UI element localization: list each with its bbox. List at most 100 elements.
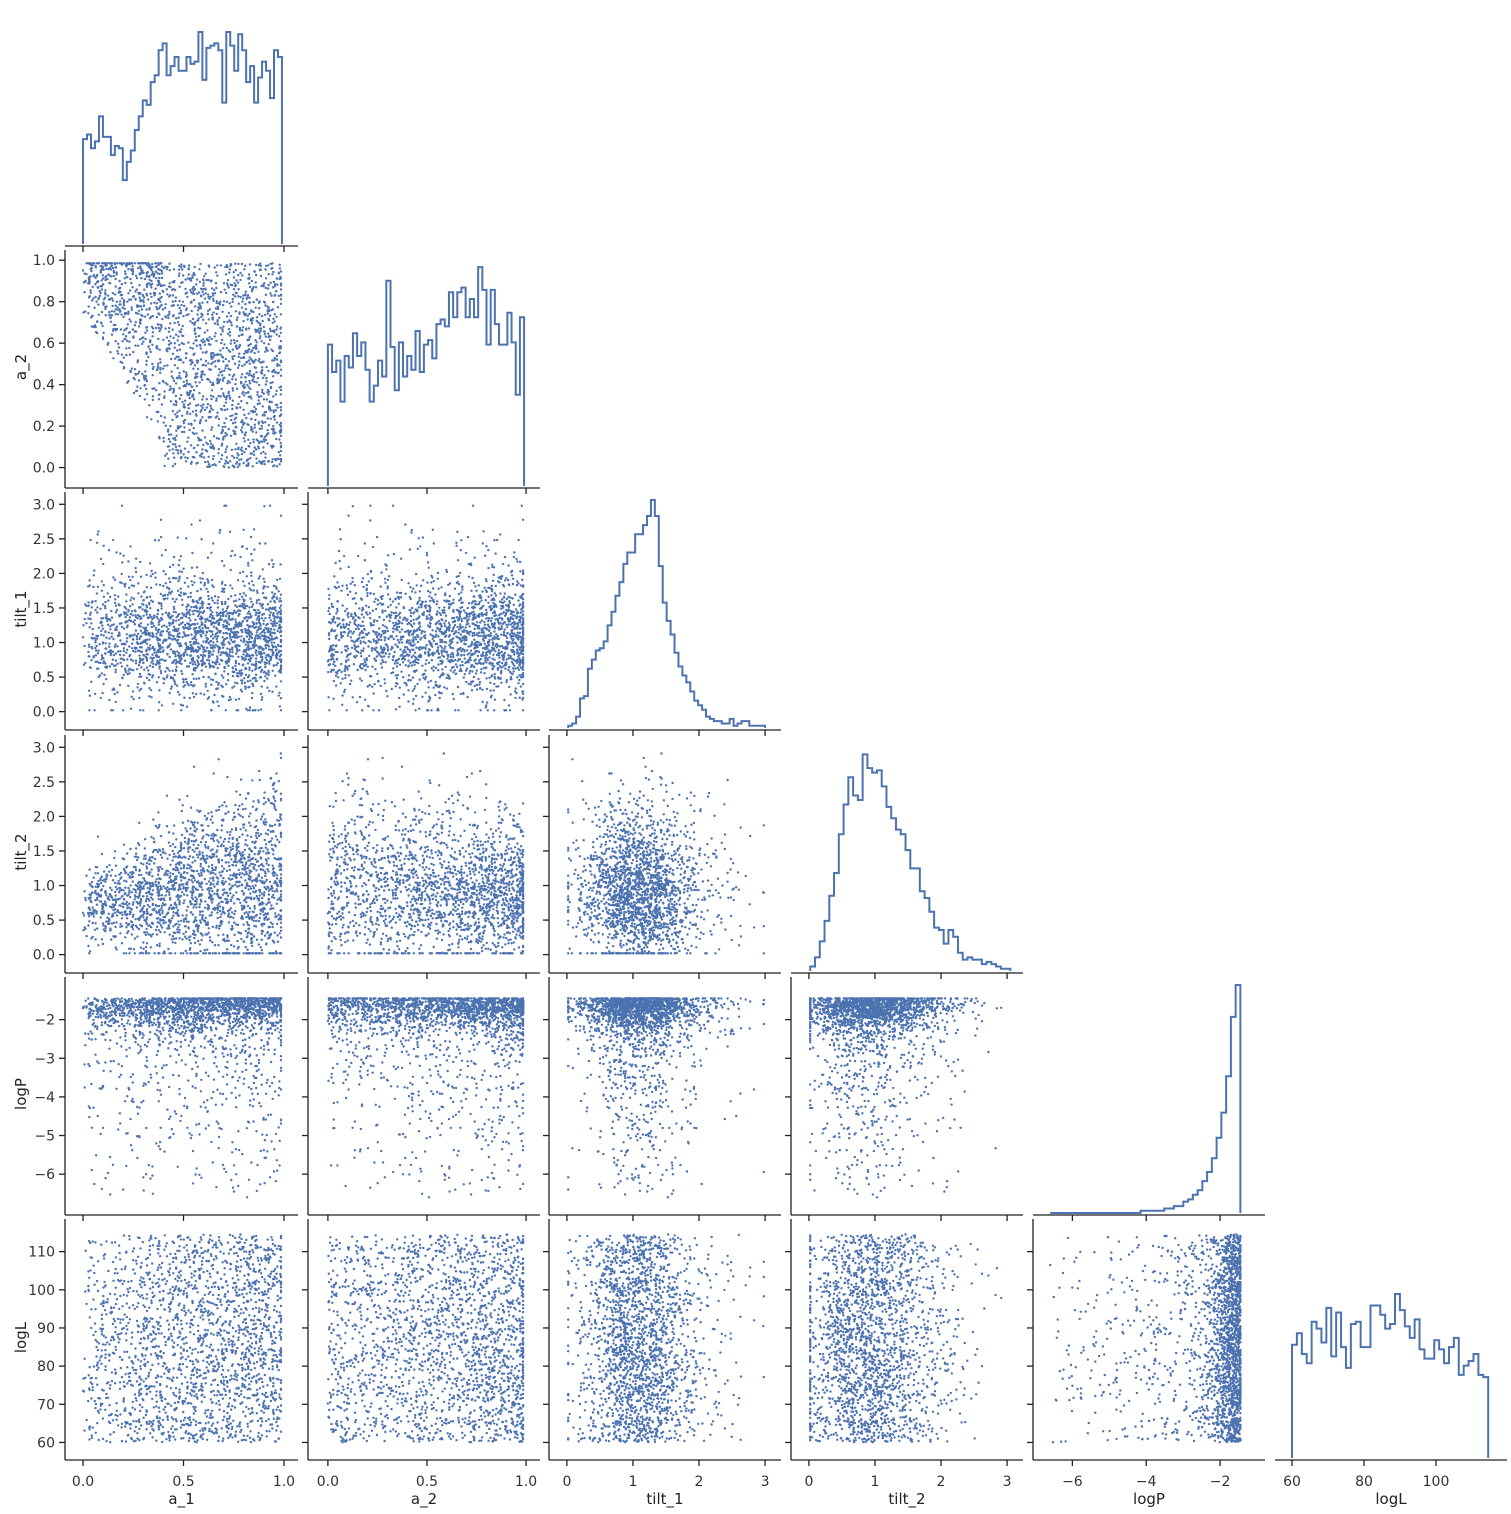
scatter-point [152,374,154,376]
scatter-point [204,344,206,346]
scatter-point [156,347,158,349]
scatter-point [280,435,282,437]
scatter-point [204,288,206,290]
scatter-point [236,319,238,321]
scatter-point [280,313,282,315]
scatter-point [253,301,255,303]
scatter-point [267,429,269,431]
scatter-point [133,392,135,394]
scatter-point [256,299,258,301]
scatter-point [154,292,156,294]
scatter-point [276,421,278,423]
scatter-point [158,398,160,400]
scatter-point [249,286,251,288]
scatter-point [198,439,200,441]
scatter-point [252,438,254,440]
scatter-point [237,263,239,265]
scatter-point [241,431,243,433]
scatter-point [118,280,120,282]
scatter-point [186,296,188,298]
scatter-point [182,274,184,276]
scatter-point [275,393,277,395]
scatter-point [204,297,206,299]
scatter-point [269,282,271,284]
scatter-point [243,462,245,464]
y-tick-label: 0.8 [33,295,55,311]
scatter-point [121,283,123,285]
scatter-point [212,455,214,457]
scatter-point [280,406,282,408]
scatter-point [264,268,266,270]
scatter-point [91,299,93,301]
scatter-point [193,447,195,449]
scatter-point [108,311,110,313]
scatter-point [177,304,179,306]
scatter-point [130,282,132,284]
scatter-point [123,304,125,306]
scatter-point [248,380,250,382]
scatter-point [263,342,265,344]
scatter-point [84,310,86,312]
scatter-point [198,291,200,293]
scatter-point [260,452,262,454]
scatter-point [230,419,232,421]
scatter-point [194,332,196,334]
scatter-point [210,296,212,298]
scatter-point [222,304,224,306]
scatter-point [96,332,98,334]
scatter-point [264,333,266,335]
scatter-point [242,333,244,335]
scatter-point [175,317,177,319]
scatter-point [164,315,166,317]
scatter-point [155,327,157,329]
histogram-a_1 [83,32,282,244]
scatter-point [269,314,271,316]
scatter-point [265,265,267,267]
scatter-point [160,326,162,328]
scatter-point [207,461,209,463]
scatter-point [224,289,226,291]
scatter-point [274,313,276,315]
scatter-point [147,298,149,300]
scatter-point [188,277,190,279]
scatter-point [219,327,221,329]
scatter-point [141,343,143,345]
scatter-point [239,406,241,408]
scatter-point [168,434,170,436]
scatter-point [202,338,204,340]
scatter-point [171,419,173,421]
scatter-point [258,384,260,386]
scatter-point [268,273,270,275]
scatter-point [177,321,179,323]
scatter-point [226,382,228,384]
scatter-point [231,455,233,457]
scatter-point [260,275,262,277]
scatter-point [180,449,182,451]
scatter-point [89,268,91,270]
scatter-point [240,458,242,460]
scatter-point [263,393,265,395]
scatter-point [180,263,182,265]
scatter-point [211,287,213,289]
scatter-point [215,271,217,273]
scatter-point [242,326,244,328]
scatter-point [188,264,190,266]
scatter-point [261,425,263,427]
scatter-point [228,466,230,468]
scatter-point [262,405,264,407]
scatter-point [280,294,282,296]
scatter-point [175,430,177,432]
scatter-point [216,323,218,325]
scatter-point [178,286,180,288]
scatter-point [145,375,147,377]
scatter-point [274,320,276,322]
scatter-point [213,463,215,465]
scatter-point [280,369,282,371]
scatter-point [267,417,269,419]
scatter-point [261,315,263,317]
scatter-point [129,278,131,280]
scatter-point [189,347,191,349]
scatter-point [232,430,234,432]
scatter-point [173,380,175,382]
scatter-point [233,271,235,273]
